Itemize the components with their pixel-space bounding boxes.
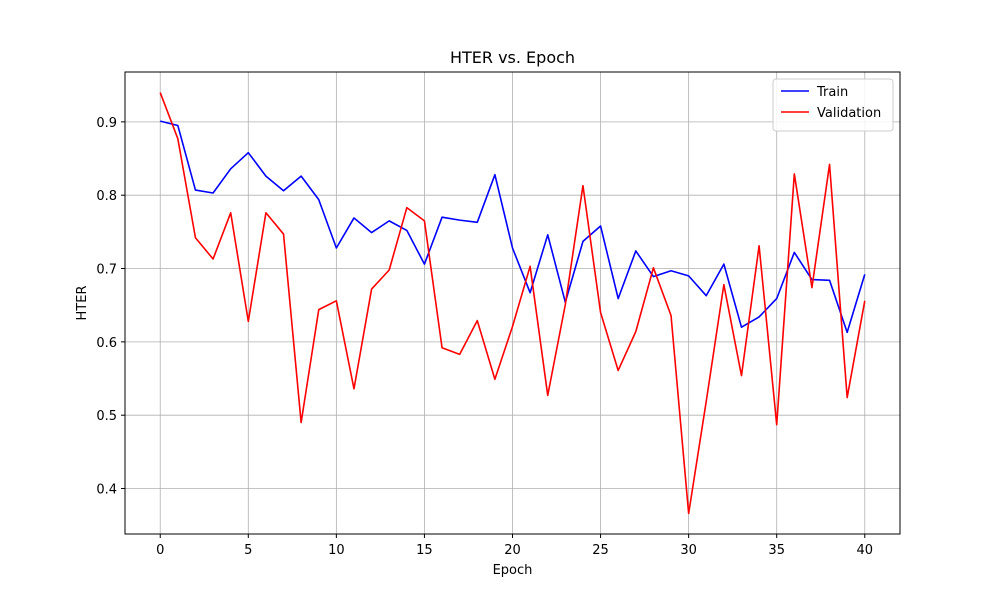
y-axis-label: HTER: [75, 286, 90, 321]
x-tick-label: 10: [328, 543, 345, 558]
x-axis-label: Epoch: [493, 563, 533, 578]
x-tick-label: 15: [416, 543, 433, 558]
x-tick-label: 40: [856, 543, 873, 558]
series-line-validation: [159, 92, 866, 515]
y-tick-label: 0.9: [96, 116, 117, 131]
series-line-train: [160, 120, 866, 334]
legend-label: Train: [816, 85, 848, 100]
y-tick-label: 0.8: [96, 189, 117, 204]
chart-title: HTER vs. Epoch: [450, 48, 575, 67]
series-lines: [159, 92, 866, 515]
x-tick-label: 5: [244, 543, 252, 558]
x-tick-label: 20: [504, 543, 521, 558]
x-tick-label: 25: [592, 543, 609, 558]
y-tick-label: 0.7: [96, 263, 117, 278]
y-tick-label: 0.5: [96, 409, 117, 424]
legend-label: Validation: [817, 106, 881, 121]
grid: [125, 72, 900, 534]
x-tick-label: 35: [768, 543, 785, 558]
x-tick-label: 30: [680, 543, 697, 558]
y-tick-label: 0.4: [96, 483, 117, 498]
axis-ticks: 0 5 10 15 20 25 30 35 40 0.4 0.5 0.6 0.7 0.8 0.9: [96, 116, 873, 558]
legend: Train Validation: [772, 78, 894, 132]
y-tick-label: 0.6: [96, 336, 117, 351]
x-tick-label: 0: [156, 543, 164, 558]
legend-box: [772, 78, 894, 132]
